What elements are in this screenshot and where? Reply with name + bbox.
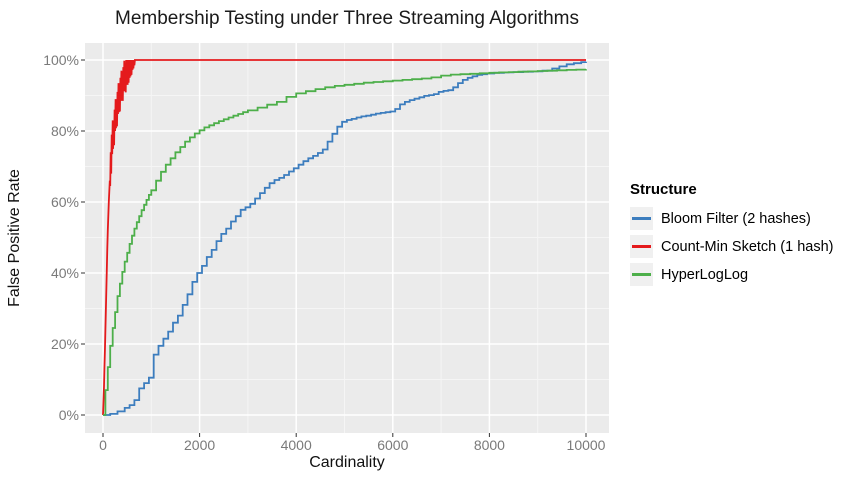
- x-tick-label: 4000: [280, 437, 312, 453]
- legend: Structure Bloom Filter (2 hashes) Count-…: [630, 181, 833, 291]
- legend-line-icon: [632, 217, 651, 220]
- x-axis-title: Cardinality: [309, 454, 385, 471]
- series-line-1: [102, 59, 586, 416]
- legend-label-count-min-sketch: Count-Min Sketch (1 hash): [661, 238, 834, 255]
- legend-key-hyperloglog: [630, 263, 653, 286]
- legend-key-count-min-sketch: [630, 235, 653, 258]
- legend-item-count-min-sketch: Count-Min Sketch (1 hash): [630, 235, 833, 258]
- legend-label-bloom-filter: Bloom Filter (2 hashes): [661, 210, 811, 227]
- legend-item-hyperloglog: HyperLogLog: [630, 263, 833, 286]
- x-tick-label: 8000: [473, 437, 505, 453]
- series-line-0: [103, 61, 587, 416]
- series-line-2: [103, 68, 587, 416]
- y-tick-label: 80%: [50, 123, 79, 139]
- legend-title: Structure: [630, 181, 697, 198]
- legend-line-icon: [632, 245, 651, 248]
- x-tick-label: 2000: [184, 437, 216, 453]
- legend-line-icon: [632, 273, 651, 276]
- y-tick-label: 40%: [50, 265, 79, 281]
- y-tick-label: 100%: [43, 52, 79, 68]
- chart-title: Membership Testing under Three Streaming…: [115, 8, 579, 29]
- legend-key-bloom-filter: [630, 207, 653, 230]
- y-axis-title: False Positive Rate: [6, 169, 23, 307]
- x-tick-label: 6000: [377, 437, 409, 453]
- y-tick-label: 60%: [50, 194, 79, 210]
- x-tick-label: 10000: [566, 437, 606, 453]
- x-tick-label: 0: [99, 437, 107, 453]
- y-tick-label: 0%: [58, 407, 79, 423]
- y-tick-label: 20%: [50, 336, 79, 352]
- legend-label-hyperloglog: HyperLogLog: [661, 266, 749, 283]
- legend-item-bloom-filter: Bloom Filter (2 hashes): [630, 207, 833, 230]
